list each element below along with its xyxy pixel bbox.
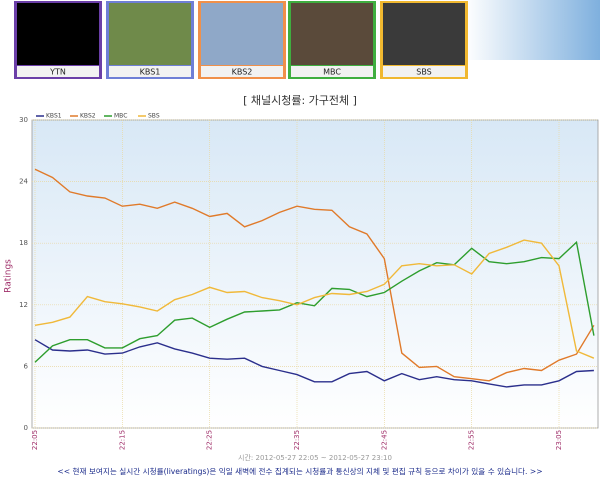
channel-name: KBS2 — [232, 68, 253, 77]
y-tick-label: 30 — [19, 116, 28, 124]
x-tick-label: 22:05 — [31, 430, 39, 450]
thumbnail-image — [201, 3, 283, 65]
series-line — [34, 240, 595, 363]
series-line — [34, 339, 594, 388]
channel-name: SBS — [416, 68, 432, 77]
chart-title: [ 채널시청률: 가구전체 ] — [243, 94, 357, 107]
legend-label: SBS — [148, 113, 160, 120]
channel-name: KBS1 — [140, 68, 161, 77]
x-tick-label: 22:55 — [468, 430, 476, 450]
y-tick-label: 12 — [19, 301, 28, 309]
y-tick-label: 6 — [24, 362, 29, 370]
thumbnail-label-bg — [109, 66, 191, 77]
x-axis-label: 시간: 2012-05-27 22:05 ~ 2012-05-27 23:10 — [238, 453, 392, 462]
channel-name: YTN — [49, 68, 66, 77]
series-line — [34, 239, 595, 359]
header-sky — [465, 0, 600, 60]
channel-name: MBC — [323, 68, 341, 77]
thumbnail-image — [383, 3, 465, 65]
footer-note: << 현재 보여지는 실시간 시청률(liveratings)은 익일 새벽에 … — [57, 466, 542, 476]
x-tick-label: 22:35 — [293, 430, 301, 450]
channel-strip: YTN KBS1 KBS2 MBC SBS — [14, 1, 468, 79]
legend-label: KBS2 — [80, 113, 96, 120]
series-line — [34, 168, 595, 382]
x-tick-label: 22:25 — [206, 430, 214, 450]
x-tick-label: 22:15 — [118, 430, 126, 450]
thumbnail-label-bg — [201, 66, 283, 77]
thumbnail-image — [17, 3, 99, 65]
y-tick-label: 18 — [19, 239, 28, 247]
legend-label: MBC — [114, 113, 127, 120]
y-tick-label: 24 — [19, 178, 28, 186]
thumbnail-label-bg — [291, 66, 373, 77]
x-tick-label: 23:05 — [555, 430, 563, 450]
thumbnail-image — [109, 3, 191, 65]
y-tick-label: 0 — [24, 424, 28, 432]
thumbnail-image — [291, 3, 373, 65]
x-tick-label: 22:45 — [380, 430, 388, 450]
thumbnail-label-bg — [17, 66, 99, 77]
plot-area — [31, 119, 599, 429]
legend-label: KBS1 — [46, 113, 62, 120]
y-axis-label: Ratings — [4, 259, 14, 293]
thumbnail-label-bg — [383, 66, 465, 77]
